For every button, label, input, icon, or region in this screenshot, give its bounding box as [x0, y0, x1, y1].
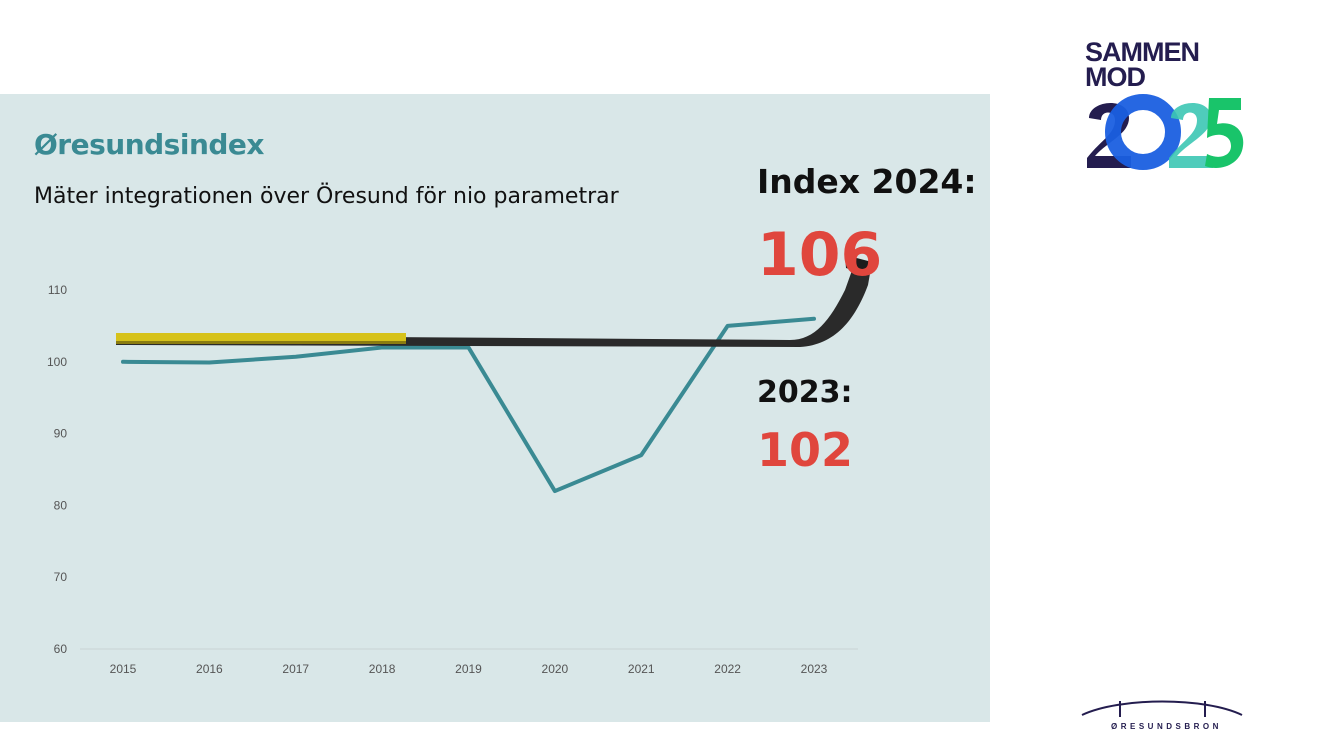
logo-line-2: MOD [1085, 62, 1146, 92]
x-tick-label: 2017 [282, 662, 309, 676]
index-label: Index 2024: [757, 162, 977, 201]
y-tick-label: 70 [54, 570, 68, 584]
oresundsbron-logo [1081, 700, 1243, 717]
slide-panel [0, 94, 990, 722]
x-tick-label: 2023 [801, 662, 828, 676]
y-tick-label: 90 [54, 427, 68, 441]
x-tick-label: 2021 [628, 662, 655, 676]
y-tick-label: 80 [54, 498, 68, 512]
y-tick-label: 100 [47, 355, 67, 369]
x-tick-label: 2019 [455, 662, 482, 676]
page-subtitle: Mäter integrationen över Öresund för nio… [34, 184, 619, 209]
prev-year-label: 2023: [757, 375, 853, 410]
brand-name: ØRESUNDSBRON [1111, 722, 1222, 731]
hockey-stick-icon [116, 255, 872, 347]
index-value: 106 [757, 220, 883, 290]
page-title: Øresundsindex [34, 128, 264, 161]
logo-line-1: SAMMEN [1085, 37, 1200, 67]
x-tick-label: 2022 [714, 662, 741, 676]
x-tick-label: 2016 [196, 662, 223, 676]
data-points [122, 318, 815, 492]
x-axis: 2015 2016 2017 2018 2019 2020 2021 2022 2023 [110, 662, 828, 676]
y-tick-label: 110 [48, 283, 67, 297]
sammen-mod-logo: SAMMEN MOD [1085, 37, 1245, 92]
prev-year-value: 102 [757, 423, 854, 477]
x-tick-label: 2015 [110, 662, 137, 676]
x-tick-label: 2020 [542, 662, 569, 676]
y-tick-label: 60 [54, 642, 68, 656]
logo-year-2025 [1087, 94, 1244, 170]
x-tick-label: 2018 [369, 662, 396, 676]
y-axis: 60 70 80 90 100 110 [47, 283, 67, 656]
